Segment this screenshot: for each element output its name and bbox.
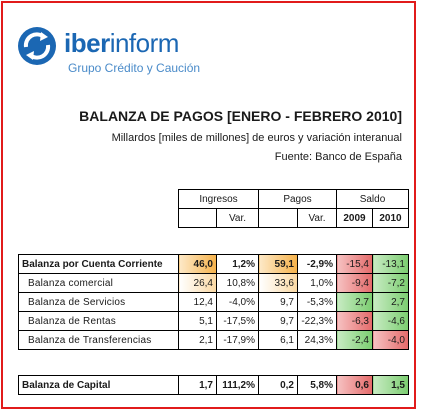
saldo-2009: 0,6 (336, 375, 373, 395)
saldo-2009: -6,3 (336, 311, 373, 331)
pagos-value: 9,7 (258, 292, 298, 312)
table-row: Balanza comercial 26,4 10,8% 33,6 1,0% -… (18, 273, 409, 293)
current-account-table: Balanza por Cuenta Corriente 46,0 1,2% 5… (18, 254, 409, 350)
row-label: Balanza comercial (18, 273, 179, 293)
report-source: Fuente: Banco de España (274, 151, 402, 163)
saldo-2010: 1,5 (372, 375, 409, 395)
column-header-table: Ingresos Pagos Saldo Var. Var. 2009 2010 (178, 189, 409, 228)
header-saldo: Saldo (336, 189, 409, 209)
saldo-2009: -15,4 (336, 254, 373, 274)
pagos-var: -22,3% (297, 311, 337, 331)
ingresos-var: -4,0% (216, 292, 259, 312)
table-row: Balanza por Cuenta Corriente 46,0 1,2% 5… (18, 254, 409, 274)
table-row: Balanza de Capital 1,7 111,2% 0,2 5,8% 0… (18, 375, 409, 395)
saldo-2010: -13,1 (372, 254, 409, 274)
table-row: Balanza de Servicios 12,4 -4,0% 9,7 -5,3… (18, 292, 409, 312)
pagos-var: 5,8% (297, 375, 337, 395)
ingresos-var: 111,2% (216, 375, 259, 395)
pagos-value: 9,7 (258, 311, 298, 331)
pagos-value: 6,1 (258, 330, 298, 350)
ingresos-var: -17,9% (216, 330, 259, 350)
saldo-2010: -4,6 (372, 311, 409, 331)
pagos-value: 59,1 (258, 254, 298, 274)
ingresos-value: 2,1 (178, 330, 217, 350)
iberinform-logo: iberinform Grupo Crédito y Caución (16, 25, 206, 85)
report-subtitle: Millardos [miles de millones] de euros y… (111, 132, 402, 144)
pagos-var: 1,0% (297, 273, 337, 293)
table-row: Balanza de Rentas 5,1 -17,5% 9,7 -22,3% … (18, 311, 409, 331)
saldo-2009: -9,4 (336, 273, 373, 293)
pagos-var: 24,3% (297, 330, 337, 350)
header-ingresos: Ingresos (178, 189, 259, 209)
circular-arrows-icon (18, 27, 56, 65)
saldo-2009: -2,4 (336, 330, 373, 350)
capital-account-table: Balanza de Capital 1,7 111,2% 0,2 5,8% 0… (18, 375, 409, 395)
ingresos-value: 5,1 (178, 311, 217, 331)
header-year-2010: 2010 (372, 208, 409, 228)
logo-subtitle: Grupo Crédito y Caución (68, 61, 201, 75)
ingresos-var: 10,8% (216, 273, 259, 293)
saldo-2010: -4,0 (372, 330, 409, 350)
ingresos-var: 1,2% (216, 254, 259, 274)
ingresos-var: -17,5% (216, 311, 259, 331)
row-label: Balanza de Rentas (18, 311, 179, 331)
header-ingresos-var: Var. (216, 208, 259, 228)
header-year-2009: 2009 (336, 208, 373, 228)
ingresos-value: 12,4 (178, 292, 217, 312)
saldo-2010: -7,2 (372, 273, 409, 293)
header-ingresos-value (178, 208, 217, 228)
pagos-value: 0,2 (258, 375, 298, 395)
ingresos-value: 26,4 (178, 273, 217, 293)
saldo-2010: 2,7 (372, 292, 409, 312)
ingresos-value: 46,0 (178, 254, 217, 274)
report-title: BALANZA DE PAGOS [ENERO - FEBRERO 2010] (79, 108, 402, 124)
row-label: Balanza de Capital (18, 375, 179, 395)
pagos-value: 33,6 (258, 273, 298, 293)
document-frame (1, 1, 416, 409)
saldo-2009: 2,7 (336, 292, 373, 312)
header-pagos: Pagos (258, 189, 337, 209)
row-label: Balanza por Cuenta Corriente (18, 254, 179, 274)
header-pagos-value (258, 208, 298, 228)
logo-name: iberinform (64, 28, 179, 58)
row-label: Balanza de Servicios (18, 292, 179, 312)
ingresos-value: 1,7 (178, 375, 217, 395)
table-row: Balanza de Transferencias 2,1 -17,9% 6,1… (18, 330, 409, 350)
pagos-var: -5,3% (297, 292, 337, 312)
header-pagos-var: Var. (297, 208, 337, 228)
pagos-var: -2,9% (297, 254, 337, 274)
row-label: Balanza de Transferencias (18, 330, 179, 350)
